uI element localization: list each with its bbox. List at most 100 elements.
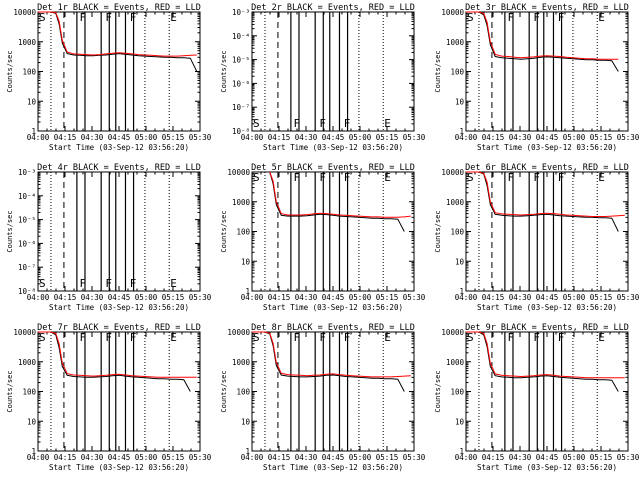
chart-title: Det 4r BLACK = Events, RED = LLD [37,163,201,173]
x-tick-label: 04:15 [54,453,77,462]
plot-frame [465,331,629,452]
lld-series-line [252,331,411,378]
event-marker-label: S [467,171,474,184]
chart-panel-9: Det 9r BLACK = Events, RED = LLD Counts/s… [434,323,640,472]
x-tick-label: 04:15 [482,293,505,302]
y-tick-label: 10000 [441,8,464,17]
y-tick-label: 1 [245,447,250,456]
x-tick-label: 05:00 [349,133,372,142]
y-tick-label: 10⁻⁷ [18,263,36,272]
x-tick-label: 04:15 [268,133,291,142]
event-marker-label: F [508,171,515,184]
x-tick-label: 05:00 [349,453,372,462]
plot-frame [37,331,201,452]
y-tick-label: 10⁻³ [232,8,250,17]
x-tick-label: 05:30 [189,293,212,302]
plot-frame [465,171,629,292]
x-tick-label: 04:00 [241,453,264,462]
y-tick-label: 10⁻⁷ [232,103,250,112]
lld-series-line [466,11,619,60]
chart-title: Det 5r BLACK = Events, RED = LLD [251,163,415,173]
x-tick-label: 04:30 [81,293,104,302]
x-tick-label: 05:30 [403,453,426,462]
x-axis-label: Start Time (03-Sep-12 03:56:20) [263,463,403,472]
y-tick-label: 1 [245,287,250,296]
event-marker-label: E [598,331,605,344]
x-axis-label: Start Time (03-Sep-12 03:56:20) [263,143,403,152]
x-tick-label: 04:45 [108,453,131,462]
y-tick-label: 1000 [18,358,37,367]
x-tick-label: 05:00 [563,293,586,302]
x-tick-label: 05:15 [162,453,185,462]
y-tick-label: 1000 [232,358,251,367]
x-tick-label: 04:45 [108,293,131,302]
lld-series-line [466,171,625,217]
event-marker-label: E [170,11,177,24]
event-marker-label: F [105,11,112,24]
chart-title: Det 2r BLACK = Events, RED = LLD [251,3,415,13]
event-marker-label: F [130,11,137,24]
y-tick-label: 1 [31,447,36,456]
event-marker-label: F [319,331,326,344]
x-tick-label: 04:00 [455,293,478,302]
x-tick-label: 04:00 [241,293,264,302]
y-tick-label: 100 [450,388,464,397]
event-marker-label: E [384,171,391,184]
x-tick-label: 04:45 [108,133,131,142]
y-tick-label: 1 [459,127,464,136]
y-tick-label: 10000 [441,168,464,177]
x-tick-label: 04:45 [322,133,345,142]
event-marker-label: F [294,117,301,130]
event-marker-label: F [80,11,87,24]
y-tick-label: 10 [455,97,465,106]
y-axis-label: Counts/sec [434,210,442,252]
x-tick-label: 04:45 [322,453,345,462]
y-tick-label: 1000 [446,38,465,47]
x-tick-label: 04:45 [536,133,559,142]
event-marker-label: F [80,277,87,290]
chart-panel-4: Det 4r BLACK = Events, RED = LLD Counts/s… [6,163,212,312]
chart-title: Det 6r BLACK = Events, RED = LLD [465,163,629,173]
chart-title: Det 9r BLACK = Events, RED = LLD [465,323,629,333]
x-tick-label: 05:15 [590,133,613,142]
event-marker-label: F [294,171,301,184]
x-tick-label: 05:00 [135,133,158,142]
y-tick-label: 1 [459,447,464,456]
events-series-line [466,331,619,392]
y-tick-label: 10 [241,417,251,426]
x-tick-label: 05:00 [349,293,372,302]
chart-panel-5: Det 5r BLACK = Events, RED = LLD Counts/s… [220,163,426,312]
event-marker-label: E [598,11,605,24]
x-tick-label: 04:30 [81,133,104,142]
x-tick-label: 05:15 [162,293,185,302]
event-marker-label: F [319,117,326,130]
x-tick-label: 05:15 [376,453,399,462]
y-tick-label: 1000 [232,198,251,207]
event-marker-label: F [319,171,326,184]
event-marker-label: F [344,171,351,184]
x-axis-label: Start Time (03-Sep-12 03:56:20) [263,303,403,312]
chart-panel-6: Det 6r BLACK = Events, RED = LLD Counts/s… [434,163,640,312]
chart-title: Det 8r BLACK = Events, RED = LLD [251,323,415,333]
chart-title: Det 3r BLACK = Events, RED = LLD [465,3,629,13]
x-axis-label: Start Time (03-Sep-12 03:56:20) [49,303,189,312]
x-tick-label: 04:45 [536,293,559,302]
x-axis-label: Start Time (03-Sep-12 03:56:20) [49,143,189,152]
x-tick-label: 05:15 [590,453,613,462]
event-marker-label: E [384,331,391,344]
event-marker-label: F [294,331,301,344]
x-tick-label: 05:00 [563,133,586,142]
event-marker-label: F [344,117,351,130]
x-tick-label: 04:30 [509,133,532,142]
lld-series-line [466,331,625,379]
events-series-line [38,331,191,392]
event-marker-label: E [384,117,391,130]
chart-panel-1: Det 1r BLACK = Events, RED = LLD Counts/s… [6,3,212,152]
event-marker-label: E [170,331,177,344]
plot-frame [251,11,415,132]
y-tick-label: 1 [459,287,464,296]
y-tick-label: 1000 [446,198,465,207]
x-axis-label: Start Time (03-Sep-12 03:56:20) [477,463,617,472]
event-marker-label: E [170,277,177,290]
